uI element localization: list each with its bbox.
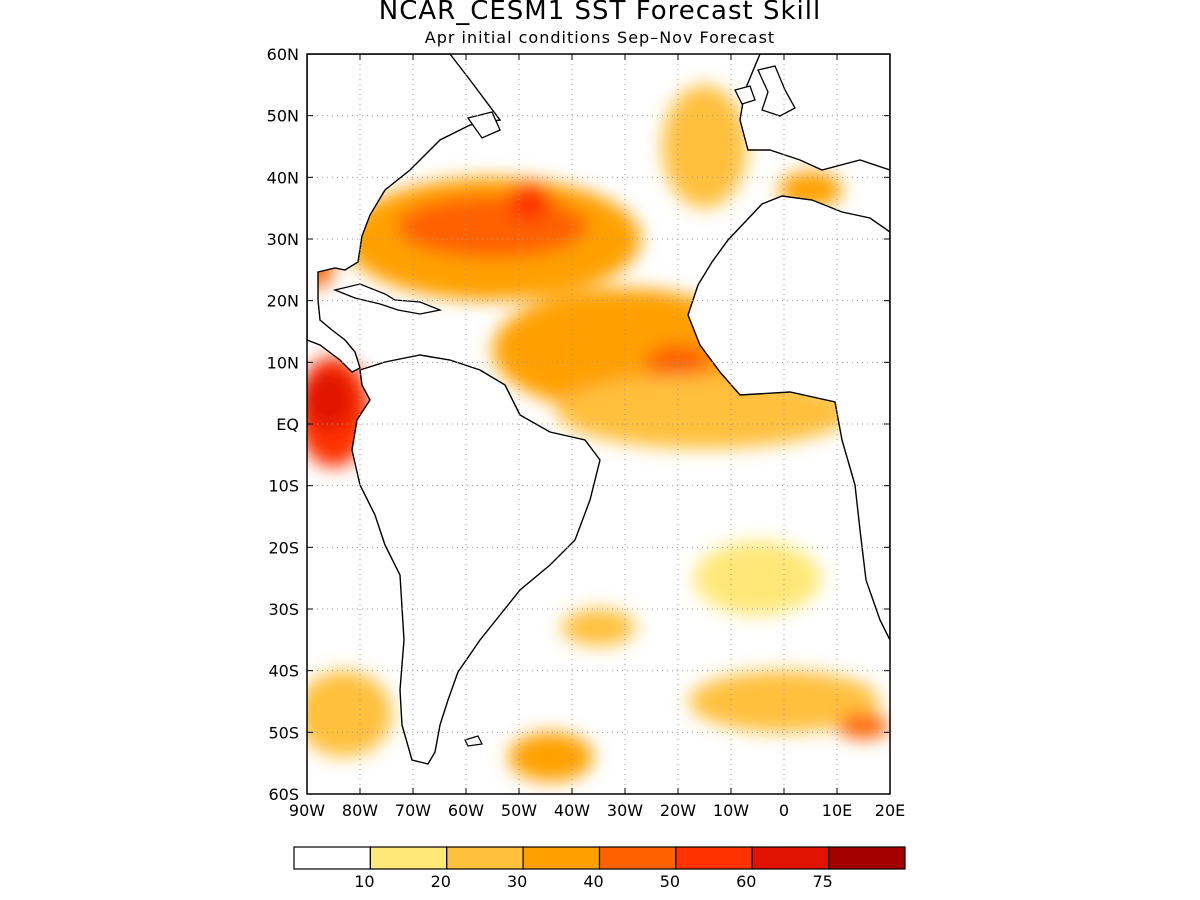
skill-region-north-atlantic-core bbox=[397, 195, 588, 258]
latitude-labels: 60N 50N 40N 30N 20N 10N EQ 10S 20S 30S 40S 50S 60S bbox=[267, 45, 299, 804]
colorbar-swatch bbox=[675, 846, 753, 870]
lat-label: 10S bbox=[268, 477, 299, 496]
skill-region-south-atlantic-mid bbox=[693, 541, 822, 616]
skill-region-southern-ocean-south-atlantic bbox=[508, 732, 594, 782]
lat-label: 40S bbox=[268, 662, 299, 681]
map-gridlines bbox=[307, 54, 890, 794]
colorbar-label: 75 bbox=[812, 872, 832, 891]
lon-label: 90W bbox=[289, 801, 325, 820]
colorbar bbox=[293, 846, 906, 870]
axis-ticks bbox=[306, 53, 891, 795]
lat-label: 20N bbox=[267, 292, 299, 311]
lon-label: 80W bbox=[342, 801, 378, 820]
lat-label: 50S bbox=[268, 723, 299, 742]
lat-label: 60S bbox=[268, 785, 299, 804]
colorbar-swatch bbox=[598, 846, 677, 870]
lat-label: 30N bbox=[267, 230, 299, 249]
colorbar-label: 20 bbox=[431, 872, 451, 891]
north-america-land bbox=[307, 54, 502, 373]
colorbar-label: 50 bbox=[660, 872, 680, 891]
colorbar-label: 40 bbox=[583, 872, 603, 891]
skill-region-north-atlantic-peak bbox=[508, 183, 551, 221]
lat-label: 20S bbox=[268, 538, 299, 557]
skill-region-southern-ocean-east bbox=[688, 670, 880, 733]
lat-label: 60N bbox=[267, 45, 299, 64]
falkland-islands bbox=[464, 735, 483, 747]
lon-label: 60W bbox=[448, 801, 484, 820]
colorbar-swatch bbox=[369, 846, 448, 870]
lat-label: 30S bbox=[268, 600, 299, 619]
lat-label: EQ bbox=[276, 415, 299, 434]
colorbar-label: 10 bbox=[354, 872, 374, 891]
lon-label: 70W bbox=[395, 801, 431, 820]
lat-label: 40N bbox=[267, 168, 299, 187]
colorbar-swatch bbox=[828, 846, 906, 870]
skill-region-southern-ocean-west bbox=[307, 670, 392, 757]
skill-region-south-atlantic-west bbox=[561, 609, 636, 646]
lon-label: 10W bbox=[713, 801, 749, 820]
skill-region-east-pacific-peak bbox=[307, 368, 355, 431]
africa-land bbox=[687, 54, 890, 641]
colorbar-label: 60 bbox=[736, 872, 756, 891]
lat-label: 50N bbox=[267, 107, 299, 126]
longitude-labels: 90W 80W 70W 60W 50W 40W 30W 20W 10W 0 10E 20E bbox=[289, 801, 905, 820]
lon-label: 20W bbox=[660, 801, 696, 820]
lon-label: 50W bbox=[501, 801, 537, 820]
skill-region-eastern-north-atlantic bbox=[662, 84, 747, 209]
great-britain bbox=[757, 65, 796, 117]
colorbar-label: 30 bbox=[507, 872, 527, 891]
colorbar-swatch bbox=[293, 846, 371, 870]
lon-label: 30W bbox=[607, 801, 643, 820]
colorbar-swatch bbox=[446, 846, 524, 870]
south-america-land bbox=[351, 354, 601, 765]
lon-label: 20E bbox=[875, 801, 905, 820]
lat-label: 10N bbox=[267, 353, 299, 372]
colorbar-swatch bbox=[522, 846, 601, 870]
lon-label: 10E bbox=[822, 801, 852, 820]
land-masses bbox=[307, 54, 890, 765]
ireland bbox=[734, 85, 756, 105]
newfoundland bbox=[466, 111, 501, 139]
caribbean-islands bbox=[332, 283, 443, 315]
skill-region-southern-ocean-east-core bbox=[837, 713, 890, 739]
colorbar-labels: 10 20 30 40 50 60 75 bbox=[354, 872, 833, 891]
colorbar-swatch bbox=[751, 846, 830, 870]
map-title: NCAR_CESM1 SST Forecast Skill bbox=[378, 0, 822, 26]
map-subtitle: Apr initial conditions Sep–Nov Forecast bbox=[424, 28, 776, 47]
lon-label: 40W bbox=[554, 801, 590, 820]
lon-label: 0 bbox=[779, 801, 789, 820]
